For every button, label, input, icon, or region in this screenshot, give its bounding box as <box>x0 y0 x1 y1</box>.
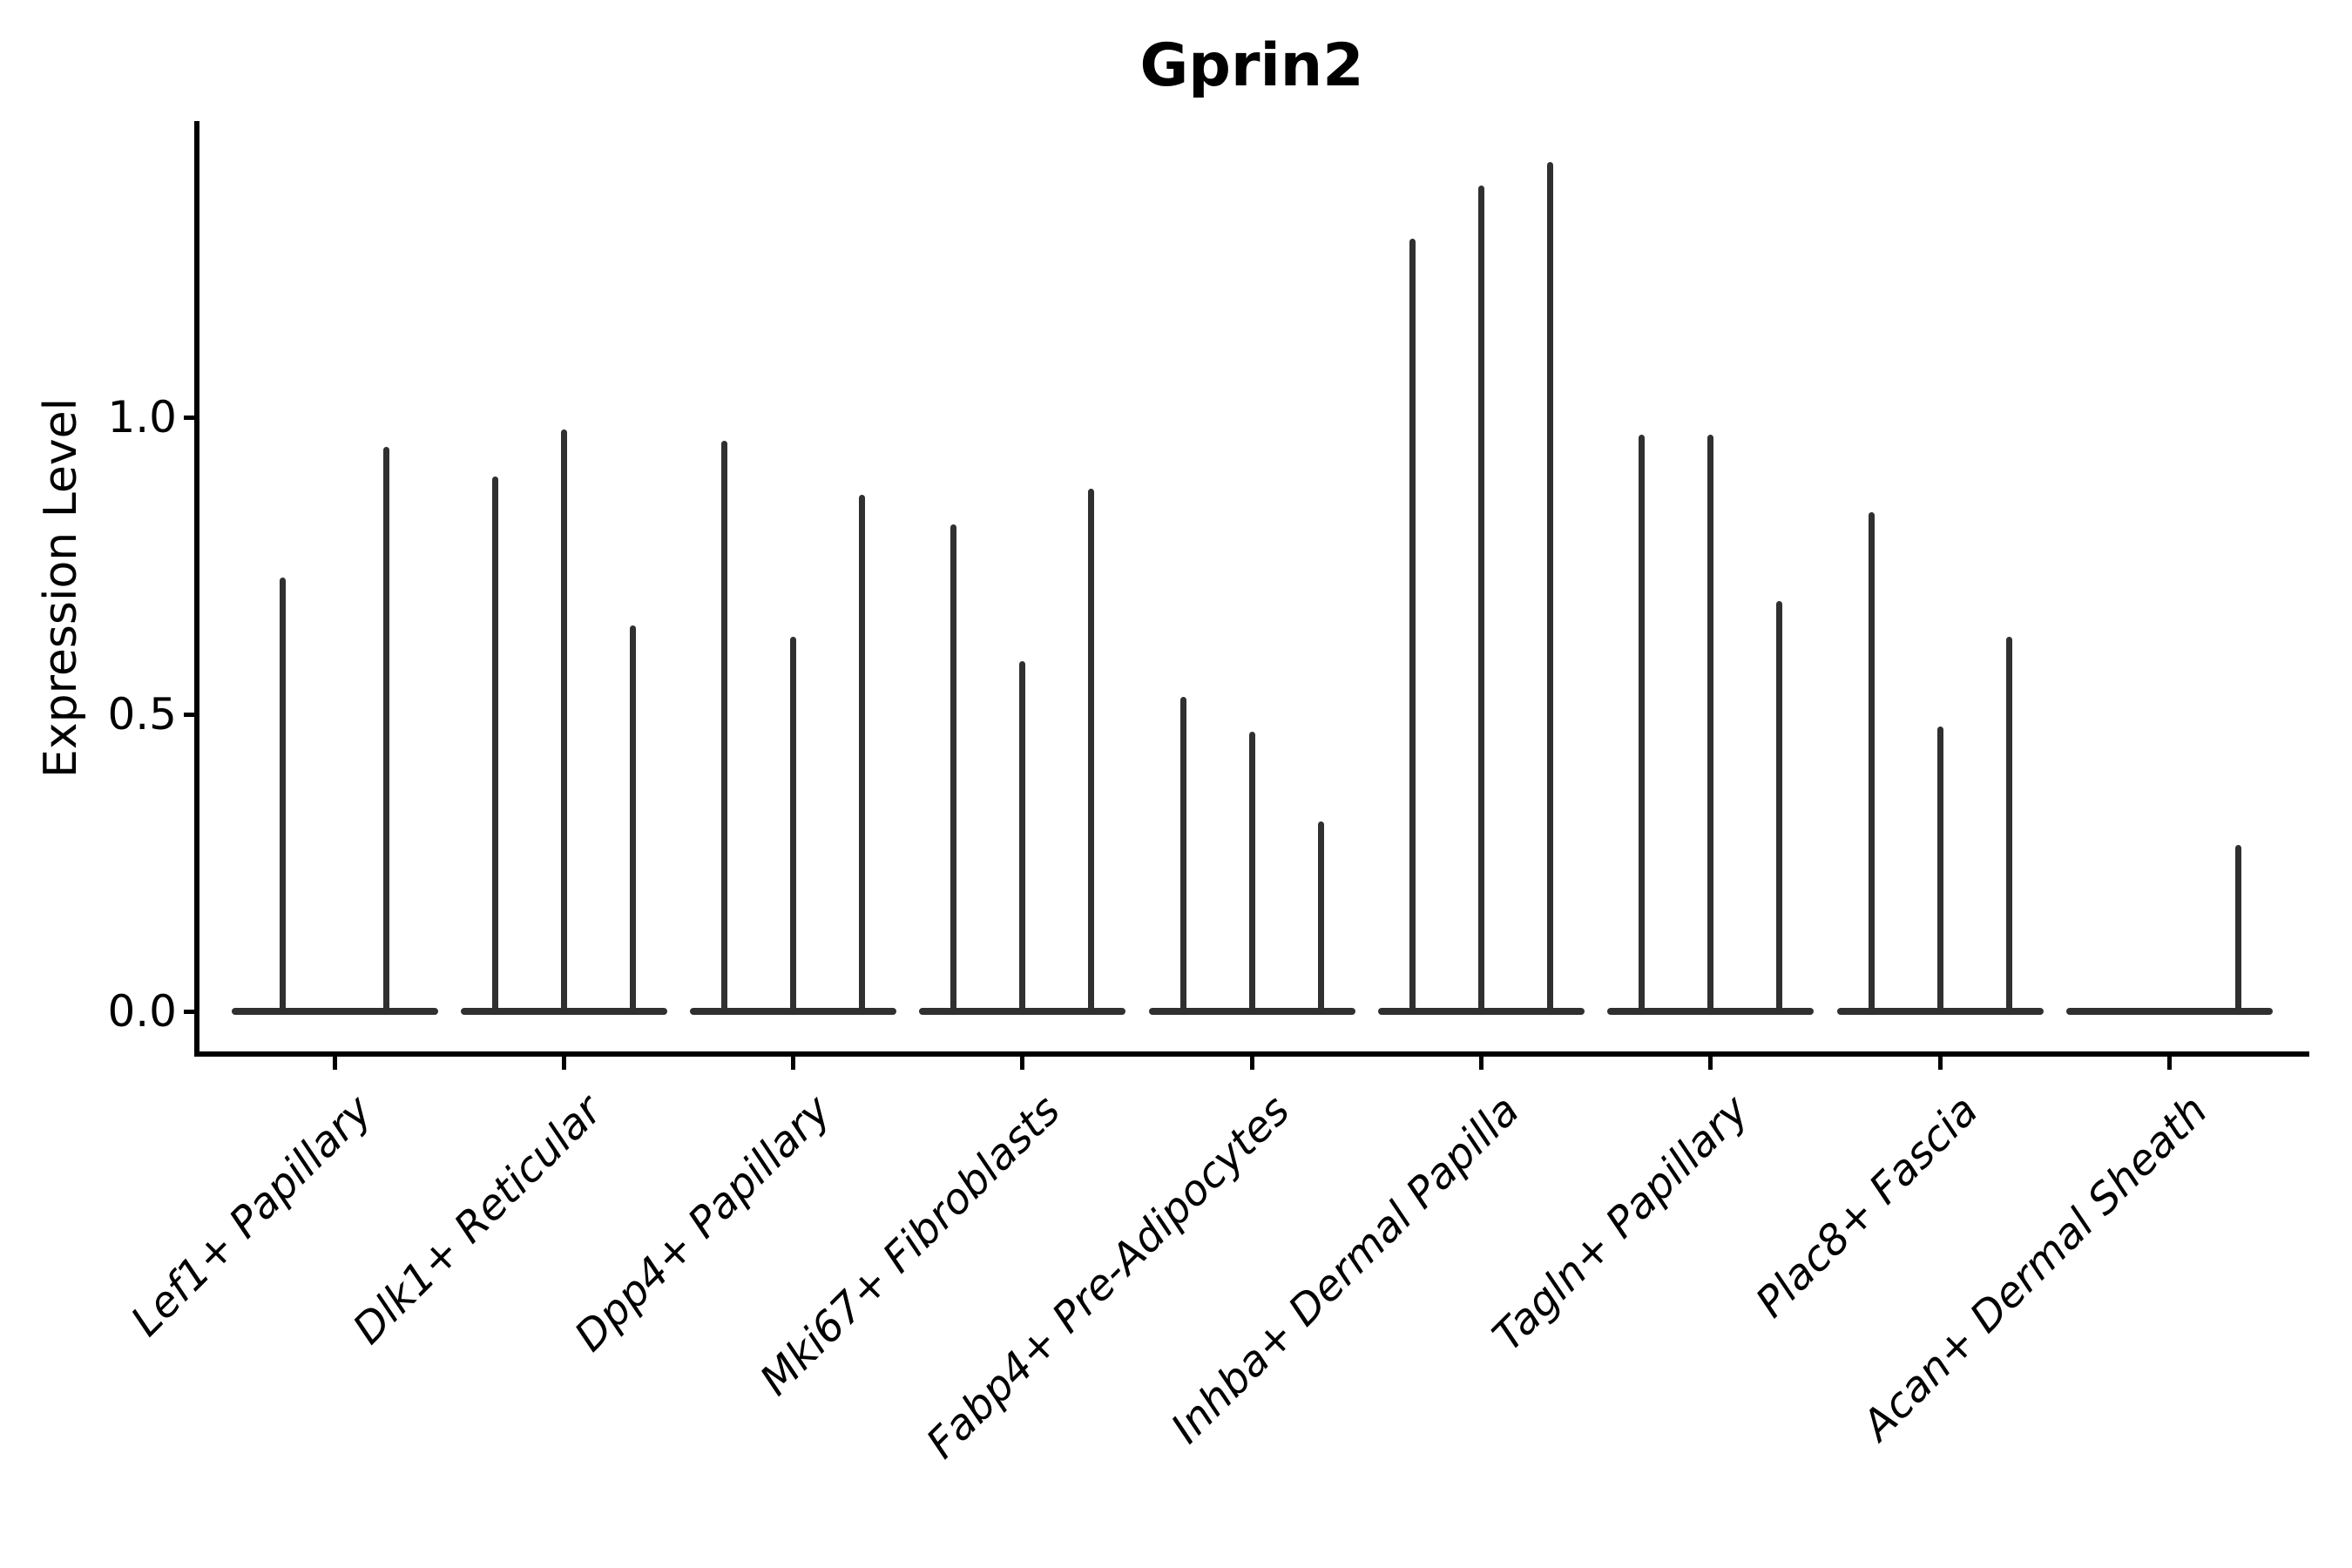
y-tick-mark <box>184 712 197 717</box>
violin-spike <box>1317 821 1324 1015</box>
violin-spike <box>721 441 728 1015</box>
x-tick-mark <box>561 1057 566 1070</box>
violin-spike <box>629 625 636 1015</box>
x-tick-mark <box>791 1057 796 1070</box>
x-tick-mark <box>1020 1057 1025 1070</box>
violin-spike <box>859 494 866 1015</box>
y-tick-label: 1.0 <box>107 392 177 443</box>
violin-spike <box>382 447 389 1015</box>
x-tick-mark <box>1249 1057 1254 1070</box>
violin-spike <box>1936 726 1943 1015</box>
x-tick-mark <box>1479 1057 1484 1070</box>
y-axis-spine <box>194 121 199 1057</box>
x-tick-label-7: Tagln+ Papillary <box>1483 1085 1759 1361</box>
violin-spike <box>950 524 957 1015</box>
violin-spike <box>1707 435 1714 1015</box>
violin-spike <box>280 578 287 1015</box>
chart-title: Gprin2 <box>1139 31 1364 100</box>
violin-spike <box>790 637 797 1015</box>
y-tick-label: 0.0 <box>107 986 177 1037</box>
violin-spike <box>1478 186 1484 1015</box>
x-tick-mark <box>332 1057 337 1070</box>
violin-spike <box>1409 239 1416 1015</box>
x-tick-mark <box>2166 1057 2172 1070</box>
violin-spike <box>1179 696 1186 1015</box>
y-tick-mark <box>184 1009 197 1014</box>
violin-spike <box>1088 488 1095 1015</box>
violin-spike <box>560 429 567 1015</box>
violin-spike <box>2234 845 2241 1015</box>
y-axis-label: Expression Level <box>35 397 87 779</box>
violin-spike <box>491 476 498 1015</box>
violin-spike <box>1547 161 1553 1015</box>
x-tick-label-8: Plac8+ Fascia <box>1746 1085 1988 1328</box>
x-tick-label-1: Lef1+ Papillary <box>122 1085 382 1346</box>
violin-spike <box>1248 732 1255 1015</box>
x-tick-mark <box>1937 1057 1943 1070</box>
violin-spike <box>1868 512 1875 1015</box>
x-tick-mark <box>1708 1057 1713 1070</box>
x-tick-label-2: Dlk1+ Reticular <box>343 1085 612 1354</box>
y-tick-label: 0.5 <box>107 689 177 740</box>
violin-spike <box>1776 601 1783 1015</box>
violin-spike <box>1019 660 1026 1015</box>
violin-spike <box>2005 637 2012 1015</box>
violin-baseline <box>231 1008 438 1015</box>
violin-baseline <box>2065 1008 2273 1015</box>
x-tick-label-5: Fabp4+ Pre-Adipocytes <box>917 1085 1300 1469</box>
violin-spike <box>1639 435 1646 1015</box>
x-axis-spine <box>194 1051 2309 1057</box>
y-tick-mark <box>184 415 197 420</box>
